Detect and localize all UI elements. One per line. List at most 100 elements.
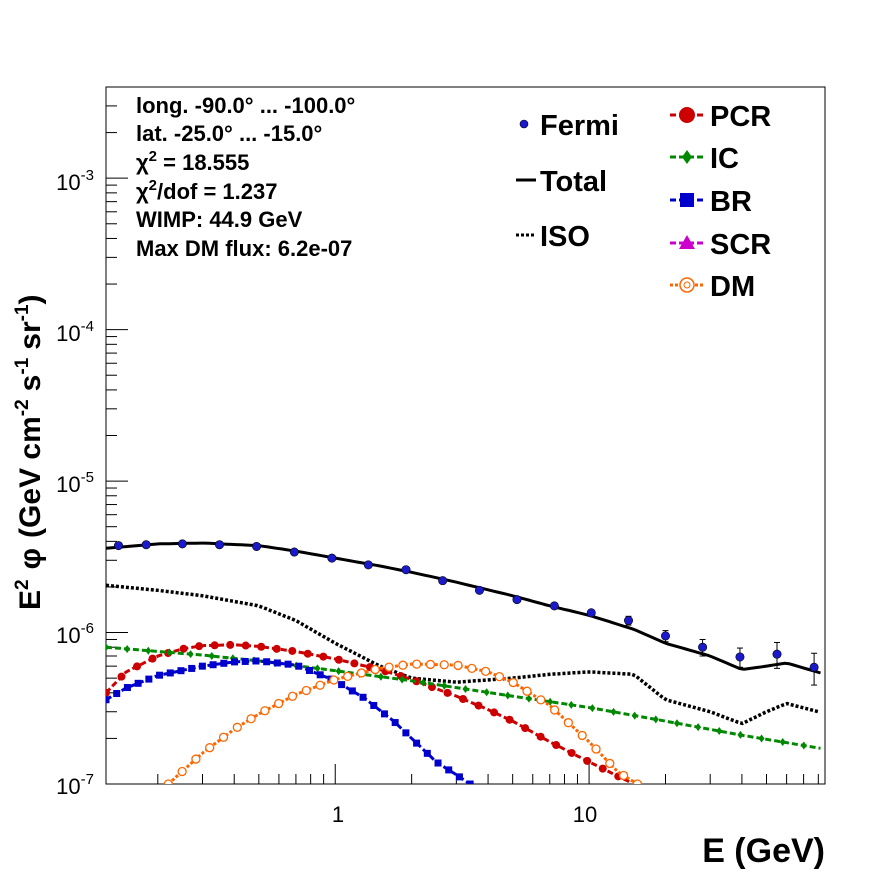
- marker-dm: [591, 744, 601, 754]
- legend-marker-br: [680, 193, 694, 207]
- marker-br: [413, 739, 421, 747]
- marker-dm: [398, 660, 408, 670]
- marker-br: [134, 679, 142, 687]
- marker-pcr: [474, 701, 483, 710]
- fermi-point: [438, 576, 448, 586]
- marker-pcr: [505, 715, 514, 724]
- series-total: [106, 541, 821, 675]
- marker-br: [284, 660, 292, 668]
- marker-dm: [218, 732, 229, 742]
- marker-ic: [779, 738, 786, 747]
- info-block: long. -90.0° ... -100.0° lat. -25.0° ...…: [136, 93, 355, 261]
- series-layer: [106, 541, 821, 784]
- marker-ic: [166, 648, 173, 657]
- marker-ic: [106, 643, 109, 652]
- legend-entry-ic: IC: [670, 143, 739, 175]
- marker-br: [445, 766, 453, 774]
- marker-dm: [605, 758, 615, 769]
- marker-dm: [356, 668, 367, 678]
- marker-br: [370, 701, 378, 709]
- marker-dm: [632, 779, 643, 784]
- marker-pcr: [583, 756, 592, 765]
- marker-dm: [425, 659, 436, 670]
- info-max-dm-flux: Max DM flux: 6.2e-07: [136, 236, 352, 261]
- marker-br: [391, 719, 399, 727]
- series-iso: [106, 583, 819, 726]
- info-latitude: lat. -25.0° ... -15.0°: [136, 121, 322, 146]
- y-tick-label-1e-6: 10-6: [56, 620, 94, 648]
- marker-dm: [522, 686, 532, 696]
- marker-br: [455, 773, 463, 781]
- marker-pcr: [257, 642, 266, 651]
- y-tick-label-1e-4: 10-4: [56, 318, 94, 346]
- marker-br: [305, 667, 313, 675]
- marker-br: [241, 657, 249, 665]
- marker-pcr: [567, 748, 576, 757]
- marker-ic: [758, 734, 765, 743]
- series-line-ic: [106, 645, 821, 750]
- marker-pcr: [106, 688, 110, 697]
- marker-br: [359, 693, 367, 701]
- series-dm: [163, 659, 643, 784]
- marker-pcr: [490, 708, 499, 717]
- marker-dm: [246, 714, 256, 724]
- y-tick-label-1e-3: 10-3: [56, 167, 94, 195]
- marker-pcr: [552, 741, 561, 750]
- legend-entry-scr: SCR: [670, 229, 771, 261]
- info-chi2: χ2 = 18.555: [136, 148, 249, 175]
- marker-pcr: [303, 649, 312, 658]
- marker-pcr: [521, 724, 530, 733]
- legend-marker-pcr: [679, 107, 695, 123]
- legend-entry-dm: DM: [670, 271, 755, 303]
- marker-dm: [329, 675, 339, 685]
- marker-br: [338, 681, 346, 689]
- fermi-point: [363, 560, 373, 570]
- fermi-point: [113, 541, 123, 551]
- fermi-point: [327, 553, 337, 563]
- marker-br: [423, 749, 431, 757]
- fermi-point: [401, 565, 411, 575]
- legend-label-fermi: Fermi: [540, 110, 619, 142]
- series-line-pcr: [106, 643, 632, 784]
- marker-br: [188, 664, 196, 672]
- marker-ic: [462, 685, 469, 694]
- x-axis-ticks: [157, 764, 819, 784]
- marker-dm: [163, 779, 173, 784]
- legend-entry-iso: ISO: [516, 221, 590, 253]
- fermi-point: [549, 601, 559, 611]
- marker-br: [380, 710, 388, 718]
- legend-marker-fermi: [519, 119, 529, 129]
- y-tick-label-1e-7: 10-7: [56, 771, 94, 799]
- info-longitude: long. -90.0° ... -100.0°: [136, 93, 355, 118]
- marker-br: [231, 658, 239, 666]
- marker-pcr: [334, 655, 343, 664]
- fermi-point: [735, 652, 745, 662]
- marker-ic: [124, 644, 131, 653]
- marker-ic: [420, 678, 427, 687]
- fermi-point: [215, 540, 225, 550]
- marker-dm: [453, 660, 463, 671]
- legend-label-ic: IC: [710, 143, 739, 175]
- fermi-point: [660, 631, 670, 641]
- legend-entry-pcr: PCR: [670, 101, 771, 133]
- marker-ic: [483, 688, 490, 697]
- fermi-point: [772, 649, 782, 659]
- fermi-point: [141, 540, 151, 550]
- legend-label-pcr: PCR: [710, 101, 771, 133]
- marker-br: [273, 659, 281, 667]
- series-br: [106, 657, 474, 784]
- marker-br: [466, 780, 474, 784]
- marker-br: [252, 657, 260, 665]
- marker-ic: [652, 715, 659, 724]
- marker-dm: [412, 659, 422, 669]
- x-axis-title: E (GeV): [702, 832, 825, 870]
- marker-pcr: [195, 642, 204, 651]
- marker-dm: [480, 666, 491, 676]
- marker-pcr: [536, 732, 545, 741]
- marker-br: [156, 671, 164, 679]
- marker-dm: [191, 754, 201, 764]
- marker-pcr: [288, 646, 297, 655]
- x-tick-label-1: 1: [332, 802, 344, 827]
- marker-dm: [467, 663, 477, 674]
